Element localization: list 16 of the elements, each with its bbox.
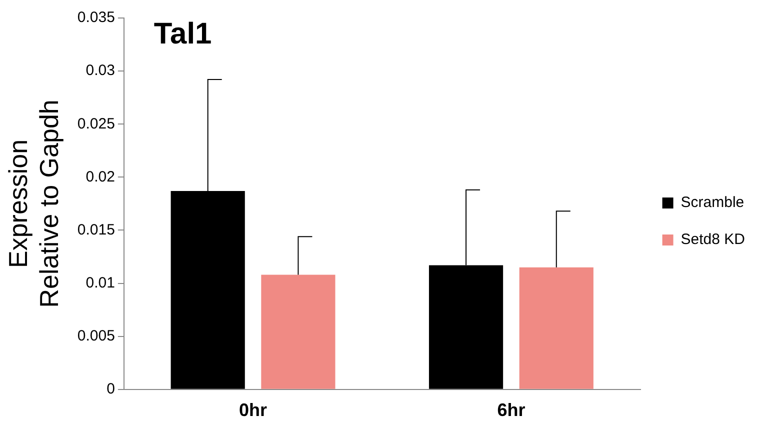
- bar: [519, 267, 594, 389]
- chart-title: Tal1: [154, 17, 212, 50]
- x-tick-label: 6hr: [497, 400, 526, 420]
- y-tick-label: 0.005: [77, 327, 115, 344]
- y-tick-label: 0: [106, 380, 115, 398]
- bar: [261, 274, 336, 389]
- y-tick-label: 0.01: [86, 274, 115, 292]
- y-tick-label: 0.035: [77, 9, 115, 26]
- y-tick-label: 0.03: [86, 62, 115, 80]
- legend-label: Scramble: [680, 194, 744, 212]
- x-tick-label: 0hr: [239, 400, 268, 420]
- y-tick-label: 0.015: [77, 221, 115, 238]
- y-tick-label: 0.025: [77, 115, 115, 132]
- y-axis-title: Expression Relative to Gapdh: [2, 100, 64, 308]
- y-tick-label: 0.02: [86, 168, 115, 186]
- legend-label: Setd8 KD: [680, 231, 746, 248]
